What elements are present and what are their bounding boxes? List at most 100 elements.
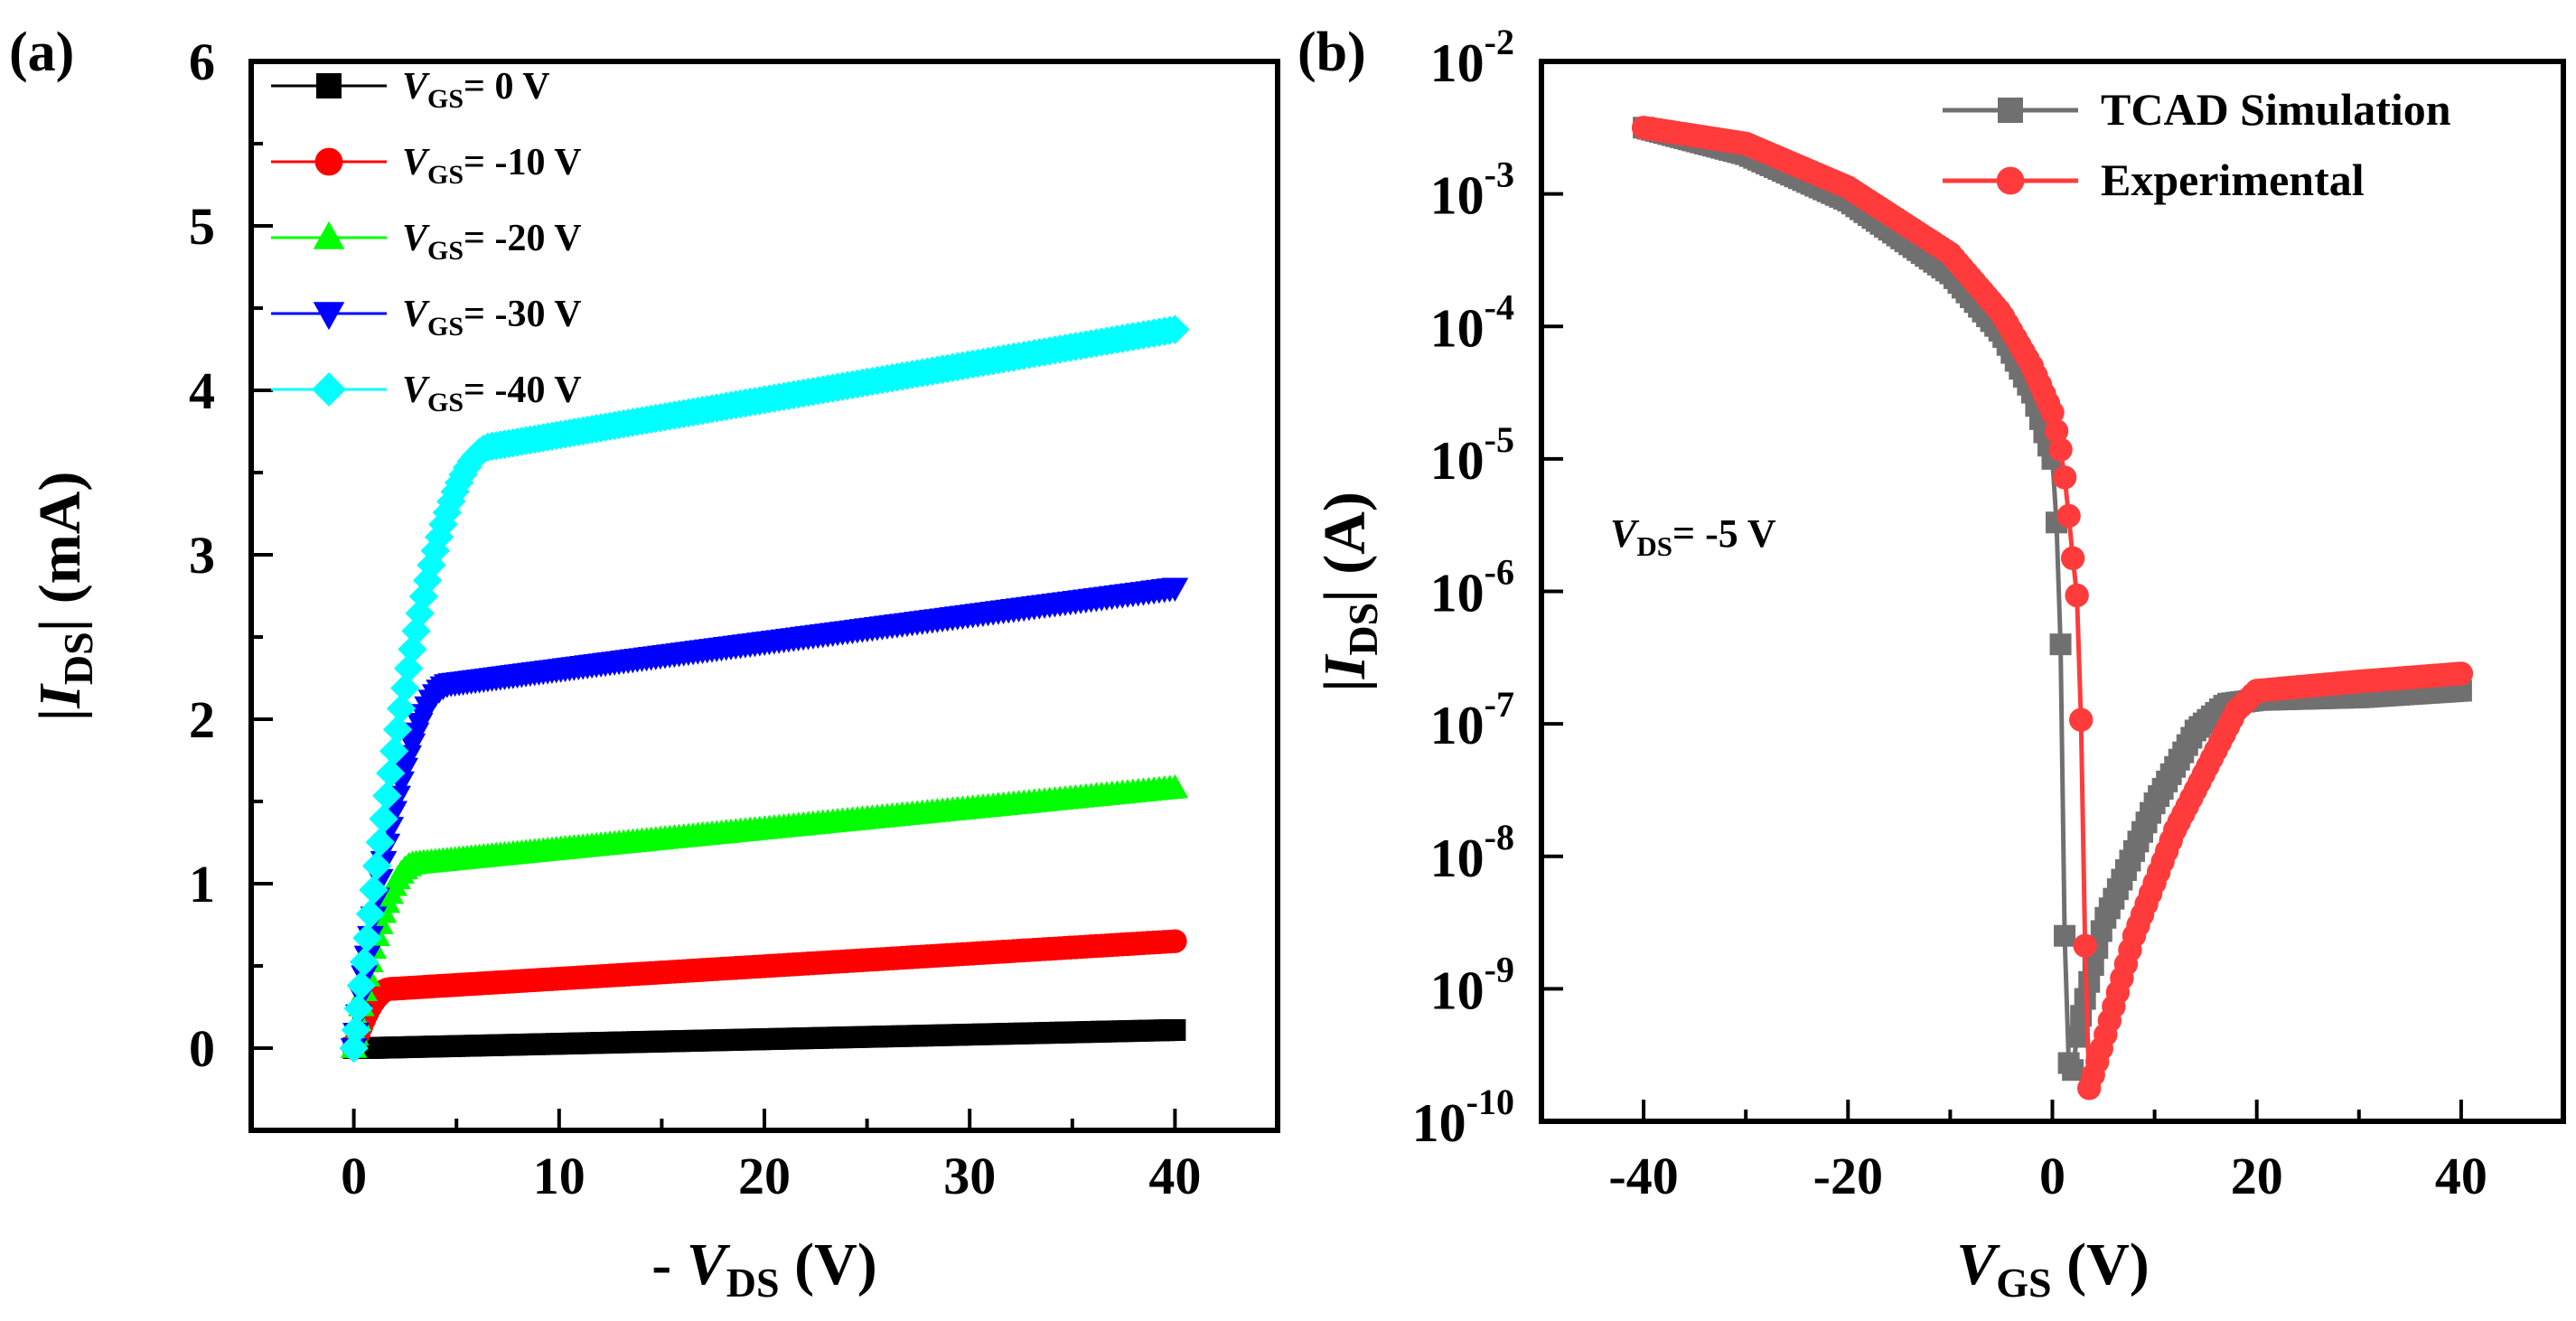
series-b-line-0 — [1643, 125, 2462, 1077]
series-b-0-point-102 — [2049, 633, 2072, 656]
series-b-1-point-100 — [2040, 400, 2065, 425]
a-y-tick-label: 5 — [189, 197, 215, 256]
series-a-4-point-5 — [352, 923, 382, 953]
legend-a-marker-3 — [313, 302, 345, 331]
b-y-tick-label: 10-2 — [1430, 22, 1514, 93]
panel-b-annotation: VDS= -5 V — [1610, 511, 1776, 562]
panel-a-x-ticks: 0 10 20 30 40 — [341, 1109, 1201, 1205]
legend-b-entry-1: Experimental — [1943, 155, 2365, 205]
a-y-tick-label: 3 — [189, 526, 215, 585]
panel-a-y-ticks: 0 1 2 3 4 5 6 — [189, 33, 273, 1078]
panel-b-label: (b) — [1297, 22, 1366, 83]
legend-a-entry-1: VGS= -10 V — [271, 142, 582, 190]
series-a-2 — [340, 773, 1189, 1058]
series-a-4-point-4 — [349, 947, 379, 977]
series-a-4-point-7 — [359, 875, 389, 905]
series-a-4-point-16 — [389, 673, 420, 703]
legend-a-label-0: VGS= 0 V — [402, 66, 550, 114]
panel-a-x-axis-label: - VDS (V) — [651, 1232, 876, 1306]
series-b-1-point-104 — [2056, 503, 2081, 529]
b-y-tick-label: 10-9 — [1430, 949, 1514, 1020]
series-b-1 — [1631, 116, 2474, 1101]
series-a-0 — [342, 1018, 1186, 1059]
series-b-1-point-103 — [2052, 465, 2077, 490]
series-a-4-point-12 — [376, 758, 406, 788]
series-a-0-point-179 — [1164, 1018, 1186, 1041]
a-x-tick-label: 30 — [943, 1147, 996, 1205]
panel-b: (b) -40 -20 0 20 40 10-1010-910-810-710-610-… — [1297, 22, 2566, 1306]
panel-b-data-marks — [1631, 116, 2474, 1101]
legend-a-entry-3: VGS= -30 V — [271, 294, 582, 342]
series-b-1-point-200 — [2449, 661, 2474, 686]
series-b-1-point-105 — [2060, 546, 2085, 571]
series-a-4-point-21 — [408, 581, 439, 612]
panel-b-x-axis-label: VGS (V) — [1956, 1232, 2150, 1306]
legend-b-marker-1 — [1996, 166, 2025, 195]
legend-a-label-1: VGS= -10 V — [402, 142, 582, 190]
series-b-0-point-106 — [2065, 1026, 2088, 1048]
legend-a-label-3: VGS= -30 V — [402, 294, 582, 342]
series-a-4-point-10 — [369, 804, 398, 834]
series-a-4-point-1 — [341, 1015, 371, 1045]
a-y-tick-label: 4 — [189, 361, 215, 420]
panel-a-label: (a) — [9, 22, 74, 83]
series-b-1-point-107 — [2068, 707, 2094, 732]
a-y-tick-label: 6 — [189, 33, 215, 91]
legend-a-marker-1 — [314, 147, 343, 176]
series-a-4-point-3 — [346, 970, 377, 1000]
panel-a-legend: VGS= 0 V VGS= -10 V VGS= -20 V VGS= -30 V VG… — [271, 66, 582, 417]
b-y-tick-label: 10-4 — [1430, 286, 1514, 358]
series-a-2-point-179 — [1161, 773, 1189, 799]
a-x-tick-label: 10 — [533, 1147, 585, 1205]
series-b-1-point-108 — [2073, 933, 2097, 958]
legend-a-marker-0 — [316, 73, 342, 98]
a-x-tick-label: 40 — [1148, 1147, 1201, 1205]
series-a-3-point-16 — [391, 757, 418, 782]
legend-b-label-0: TCAD Simulation — [2101, 84, 2451, 135]
legend-b-entry-0: TCAD Simulation — [1943, 84, 2451, 135]
series-a-4-point-19 — [401, 616, 431, 646]
legend-a-label-2: VGS= -20 V — [402, 218, 582, 266]
series-a-4-point-17 — [394, 653, 424, 683]
legend-b-marker-0 — [1998, 98, 2023, 123]
panel-b-x-ticks: -40 -20 0 20 40 — [1608, 1100, 2487, 1205]
a-y-tick-label: 2 — [189, 690, 215, 749]
a-y-tick-label: 0 — [189, 1019, 215, 1078]
series-a-4-point-8 — [361, 851, 392, 881]
panel-b-legend: TCAD Simulation Experimental — [1943, 84, 2451, 205]
series-a-4-point-179 — [1160, 314, 1190, 344]
series-a-4-point-15 — [386, 693, 417, 724]
b-y-tick-label: 10-6 — [1430, 552, 1514, 623]
series-b-0 — [1633, 117, 2472, 1082]
series-a-1-point-179 — [1163, 929, 1187, 953]
series-b-0-point-105 — [2062, 1059, 2084, 1082]
b-y-tick-label: 10-10 — [1412, 1082, 1514, 1153]
legend-b-label-1: Experimental — [2101, 155, 2365, 205]
series-b-0-point-103 — [2054, 924, 2076, 947]
series-b-1-point-106 — [2065, 583, 2089, 608]
legend-a-marker-4 — [312, 372, 346, 407]
a-x-tick-label: 0 — [341, 1147, 367, 1205]
series-b-1-point-101 — [2044, 418, 2069, 444]
panel-b-y-axis-label: |IDS| (A) — [1312, 492, 1386, 692]
b-y-tick-label: 10-5 — [1430, 419, 1514, 491]
panel-b-y-ticks: 10-10 10-9 10-8 10-7 10-6 10-5 10-4 10-3 10-2 — [1412, 22, 1563, 1153]
panel-a-y-axis-label: |IDS| (mA) — [27, 472, 101, 722]
b-y-tick-label: 10-7 — [1430, 684, 1514, 755]
b-x-tick-label: 20 — [2231, 1147, 2283, 1205]
series-a-4-point-14 — [382, 715, 413, 745]
series-a-4-point-18 — [398, 634, 427, 664]
series-a-4-point-13 — [379, 736, 409, 766]
panel-b-frame — [1539, 59, 2566, 1124]
series-a-4-point-23 — [417, 550, 446, 580]
legend-a-label-4: VGS= -40 V — [402, 370, 582, 417]
legend-a-entry-0: VGS= 0 V — [271, 66, 550, 114]
legend-a-entry-2: VGS= -20 V — [271, 218, 582, 266]
b-x-tick-label: 0 — [2039, 1147, 2065, 1205]
series-a-3-point-179 — [1161, 577, 1189, 602]
b-y-tick-label: 10-8 — [1430, 817, 1514, 888]
series-a-4-point-6 — [355, 899, 386, 929]
series-a-4-point-0 — [339, 1033, 369, 1063]
series-a-3 — [340, 577, 1189, 1063]
panel-a: (a) 0 10 20 30 40 0 1 2 3 4 5 6 - VDS (V) |IDS| (m… — [9, 22, 1280, 1306]
